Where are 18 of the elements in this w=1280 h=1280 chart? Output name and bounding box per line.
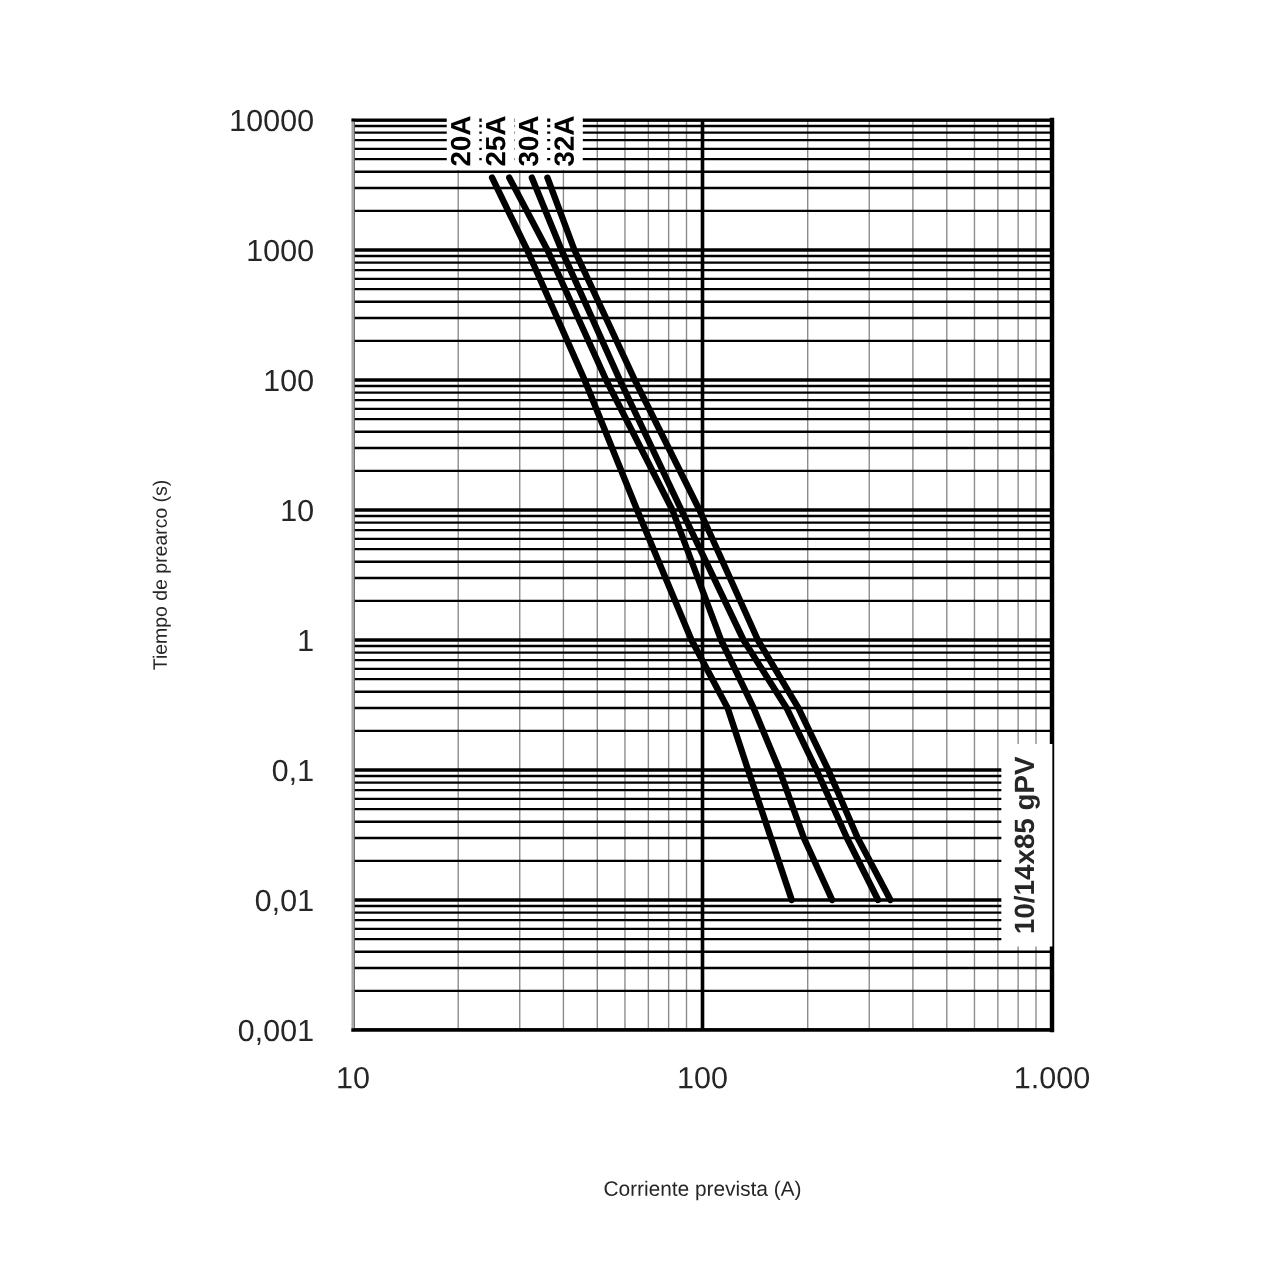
x-axis-title: Corriente prevista (A)	[604, 1180, 801, 1201]
y-tick-label: 1	[299, 630, 313, 652]
text: 25A	[485, 116, 506, 166]
y-tick-label: 100	[265, 369, 313, 392]
x-tick-label: 10	[338, 1066, 369, 1089]
x-tick-label: 100	[679, 1066, 727, 1089]
text: 32A	[554, 116, 575, 166]
y-tick-label: 0,01	[255, 889, 313, 915]
y-tick-label: 1000	[248, 239, 313, 262]
y-tick-label: 0,1	[272, 759, 313, 785]
y-tick-label: 10	[282, 499, 313, 522]
text: 30A	[518, 116, 539, 166]
x-tick-label: 1.000	[1016, 1066, 1090, 1089]
annotation: 10/14x85 gPV	[1013, 756, 1040, 933]
y-tick-label: 10000	[231, 109, 313, 132]
y-axis-title: Tiempo de prearco (s)	[152, 480, 171, 670]
y-tick-label: 0,001	[238, 1019, 313, 1045]
text: 20A	[450, 116, 471, 166]
